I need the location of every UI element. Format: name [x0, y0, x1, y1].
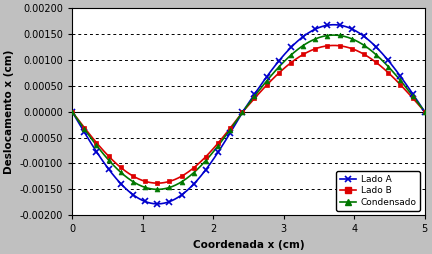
- Legend: Lado A, Lado B, Condensado: Lado A, Lado B, Condensado: [336, 171, 420, 211]
- X-axis label: Coordenada x (cm): Coordenada x (cm): [193, 240, 304, 250]
- Y-axis label: Deslocamento x (cm): Deslocamento x (cm): [4, 50, 14, 174]
